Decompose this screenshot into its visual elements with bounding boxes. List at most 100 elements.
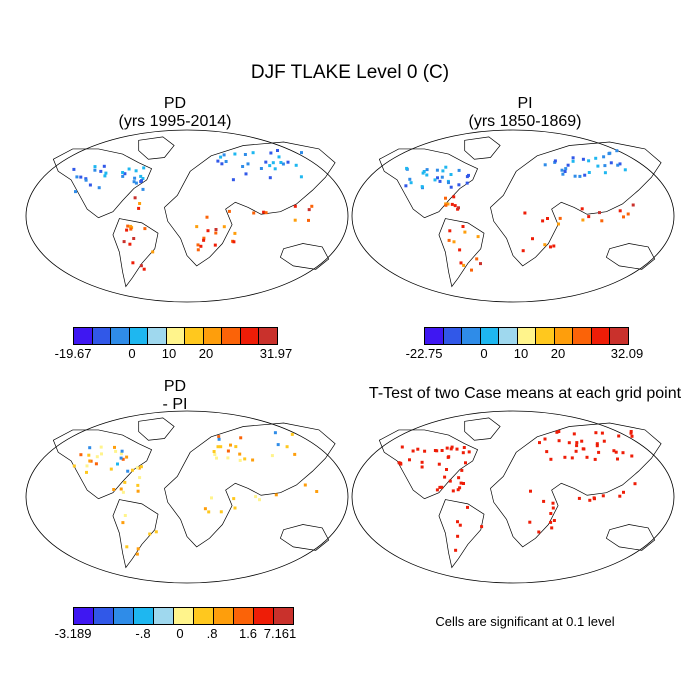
grid-cell xyxy=(416,447,420,451)
panel-title-pi-line2: (yrs 1850-1869) xyxy=(468,113,582,130)
coastline xyxy=(112,218,159,288)
colorbar-diff xyxy=(73,607,294,625)
grid-cell xyxy=(459,481,463,485)
grid-cell xyxy=(217,435,221,439)
grid-cell xyxy=(423,449,427,453)
grid-cell xyxy=(120,449,124,453)
grid-cell xyxy=(74,190,77,194)
colorbar-swatch xyxy=(94,608,114,624)
grid-cell xyxy=(114,449,118,453)
grid-cell xyxy=(151,250,155,254)
grid-cell xyxy=(243,457,247,461)
grid-cell xyxy=(451,489,455,493)
grid-cell xyxy=(268,176,272,180)
map-ttest xyxy=(351,410,675,584)
grid-cell xyxy=(285,445,289,449)
grid-cell xyxy=(476,235,480,239)
grid-cell xyxy=(458,523,462,527)
grid-cell xyxy=(555,430,559,434)
grid-cell xyxy=(126,469,130,473)
colorbar-pd-label-20: 20 xyxy=(198,346,214,361)
grid-cell xyxy=(88,446,92,450)
grid-cell xyxy=(630,434,634,438)
grid-cell xyxy=(205,215,209,219)
grid-cell xyxy=(246,162,250,166)
grid-cell xyxy=(310,204,314,208)
coastline xyxy=(464,136,501,160)
colorbar-swatch xyxy=(114,608,134,624)
grid-cell xyxy=(549,457,553,461)
colorbar-swatch xyxy=(234,608,254,624)
grid-cell xyxy=(596,164,600,168)
grid-cell xyxy=(538,441,541,445)
grid-cell xyxy=(299,175,303,179)
grid-cell xyxy=(212,450,216,453)
coastline xyxy=(490,141,662,267)
colorbar-swatch xyxy=(254,608,274,624)
colorbar-swatch xyxy=(480,328,500,344)
grid-cell xyxy=(213,453,217,456)
grid-cell xyxy=(262,210,266,214)
grid-cell xyxy=(103,174,107,178)
grid-cell xyxy=(79,175,83,179)
grid-cell xyxy=(567,441,571,445)
grid-cell xyxy=(405,166,409,170)
colorbar-diff-label-min: -3.189 xyxy=(54,626,92,641)
grid-cell xyxy=(437,462,441,466)
coastline xyxy=(279,524,330,551)
grid-cell xyxy=(88,183,92,187)
grid-cell xyxy=(244,172,248,176)
grid-cell xyxy=(131,468,134,472)
grid-cell xyxy=(551,501,555,505)
map-border xyxy=(25,129,349,303)
grid-cell xyxy=(232,240,236,244)
grid-cell xyxy=(219,155,223,159)
grid-cell xyxy=(603,171,607,175)
coastline xyxy=(438,218,485,288)
grid-cell xyxy=(125,455,129,459)
grid-cell xyxy=(279,161,283,164)
coastline xyxy=(52,148,153,219)
grid-cell xyxy=(251,151,255,155)
colorbar-swatch xyxy=(74,328,93,344)
colorbar-pi-label-max: 32.09 xyxy=(610,346,644,361)
coastline xyxy=(164,141,336,267)
grid-cell xyxy=(457,476,461,480)
grid-cell xyxy=(553,159,557,163)
grid-cell xyxy=(457,183,461,187)
figure-title: DJF TLAKE Level 0 (C) xyxy=(250,62,450,83)
grid-cell xyxy=(573,174,577,178)
grid-cell xyxy=(467,450,471,454)
grid-cell xyxy=(123,514,127,517)
grid-cell xyxy=(104,171,108,175)
grid-cell xyxy=(552,519,556,522)
grid-cell xyxy=(126,224,130,228)
panel-title-pi: PI (yrs 1850-1869) xyxy=(425,95,625,131)
grid-cell xyxy=(112,488,116,491)
grid-cell xyxy=(136,483,140,487)
grid-cell xyxy=(578,174,582,178)
grid-cell xyxy=(121,174,125,178)
grid-cell xyxy=(135,552,139,556)
grid-cell xyxy=(566,163,570,167)
grid-cell xyxy=(615,149,619,153)
grid-cell xyxy=(72,167,76,171)
colorbar-swatch xyxy=(443,328,463,344)
grid-cell xyxy=(479,262,482,266)
grid-cell xyxy=(557,439,561,443)
grid-cell xyxy=(603,164,607,168)
grid-cell xyxy=(243,153,247,156)
grid-cell xyxy=(239,436,243,440)
grid-cell xyxy=(281,162,285,166)
colorbar-swatch xyxy=(194,608,214,624)
grid-cell xyxy=(224,160,228,163)
colorbar-pd-label-10: 10 xyxy=(161,346,177,361)
coastline xyxy=(605,524,656,551)
grid-cell xyxy=(444,203,448,207)
grid-cell xyxy=(113,445,116,449)
grid-cell xyxy=(127,167,131,171)
grid-cell xyxy=(270,454,274,458)
colorbar-swatch xyxy=(148,328,167,344)
grid-cell xyxy=(438,179,442,183)
